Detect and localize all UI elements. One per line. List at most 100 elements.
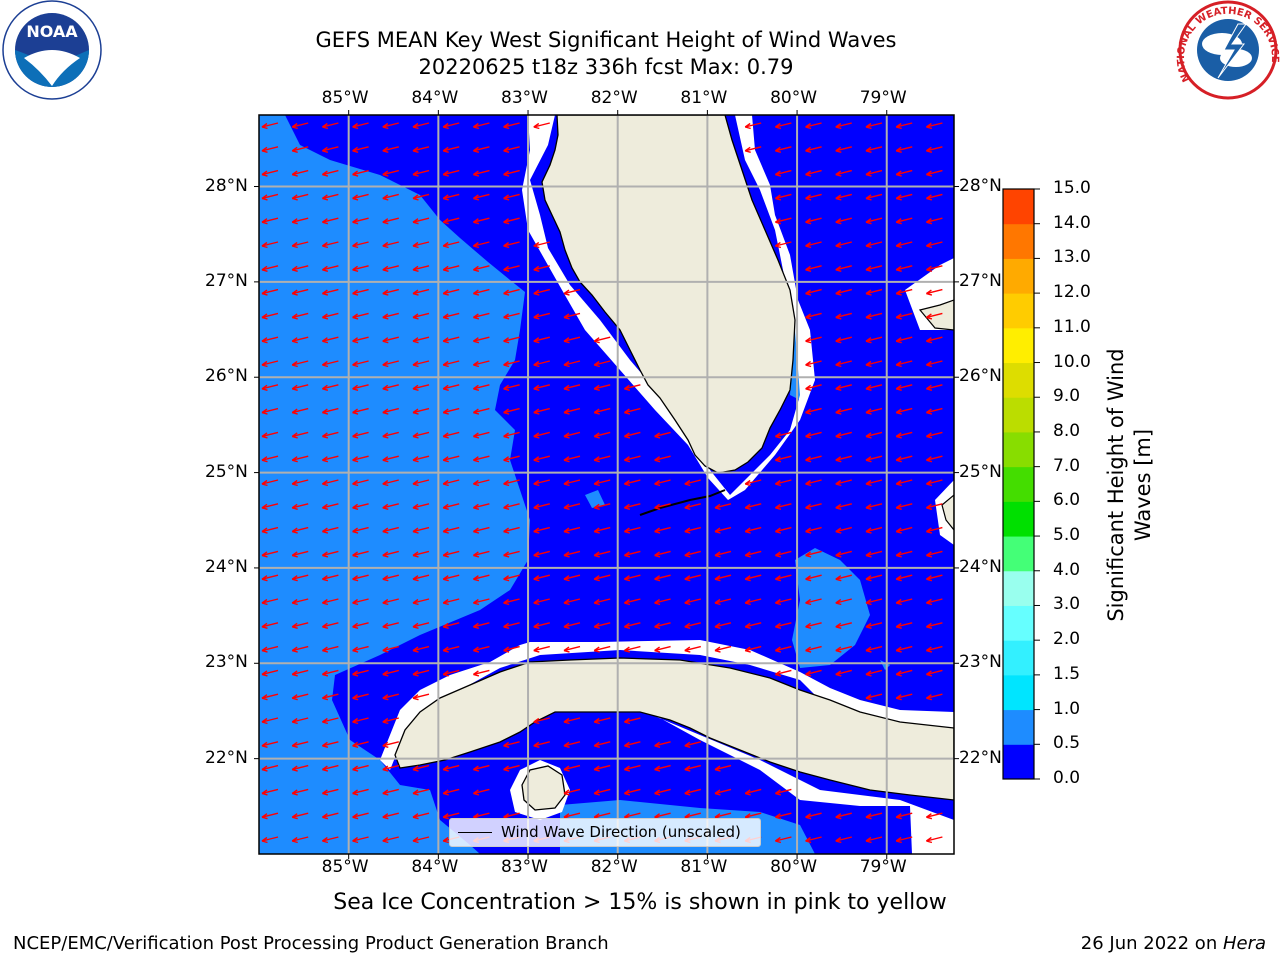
wave-direction-arrow	[321, 669, 339, 677]
wave-direction-arrow	[412, 526, 430, 534]
wave-direction-arrow	[533, 550, 550, 558]
wave-direction-arrow	[503, 407, 520, 415]
wave-direction-arrow	[352, 812, 369, 820]
colorbar-tick-label: 3.0	[1053, 594, 1081, 615]
wave-direction-arrow	[563, 526, 581, 534]
wave-direction-arrow	[382, 574, 399, 582]
colorbar-segment	[1003, 327, 1034, 364]
wave-direction-arrow	[895, 360, 913, 368]
wave-direction-arrow	[744, 550, 762, 558]
wave-direction-arrow	[291, 645, 309, 653]
wave-direction-arrow	[563, 788, 581, 796]
wave-direction-arrow	[533, 265, 550, 272]
wave-direction-arrow	[442, 146, 460, 153]
wave-direction-arrow	[684, 550, 701, 558]
wave-direction-arrow	[895, 503, 913, 510]
colorbar-title-line1: Significant Height of Wind	[1104, 348, 1128, 622]
lon-tick-label-bottom: 83°W	[501, 857, 548, 877]
wave-direction-arrow	[533, 431, 550, 439]
wave-direction-arrow	[291, 241, 309, 249]
lon-tick-label-top: 83°W	[501, 88, 548, 108]
wave-direction-arrow	[352, 622, 369, 629]
colorbar-tick-label: 2.0	[1053, 629, 1081, 650]
wave-direction-arrow	[352, 479, 369, 487]
lon-tick-label-top: 82°W	[590, 88, 638, 108]
wave-direction-arrow	[593, 407, 611, 415]
wave-direction-arrow	[412, 265, 430, 272]
wave-direction-arrow	[352, 288, 369, 296]
wave-direction-arrow	[261, 288, 279, 296]
wave-direction-arrow	[774, 526, 792, 534]
wave-direction-arrow	[805, 169, 822, 177]
lat-tick-label-left: 26°N	[205, 366, 248, 387]
wave-direction-arrow	[442, 669, 460, 677]
colorbar-tick-label: 10.0	[1053, 351, 1091, 372]
wave-direction-arrow	[774, 598, 792, 606]
wave-direction-arrow	[321, 193, 339, 201]
wave-direction-arrow	[472, 146, 490, 153]
wave-direction-arrow	[442, 812, 460, 820]
wave-direction-arrow	[563, 550, 581, 558]
wave-direction-arrow	[382, 479, 399, 487]
wave-direction-arrow	[442, 479, 460, 487]
wave-direction-arrow	[382, 764, 399, 772]
wave-direction-arrow	[563, 574, 581, 582]
wave-direction-arrow	[865, 812, 883, 820]
wave-direction-arrow	[472, 455, 490, 463]
wave-direction-arrow	[261, 360, 279, 368]
wave-direction-arrow	[321, 645, 339, 653]
wave-direction-arrow	[684, 479, 701, 487]
wave-direction-arrow	[503, 336, 520, 344]
wave-direction-arrow	[382, 360, 399, 368]
wave-direction-arrow	[442, 526, 460, 534]
wave-direction-arrow	[623, 455, 641, 463]
colorbar-tick-label: 15.0	[1053, 178, 1091, 198]
nws-logo: NATIONAL WEATHER SERVICE	[1176, 0, 1280, 100]
colorbar-title-line2: Waves [m]	[1131, 428, 1155, 542]
colorbar-segment	[1003, 570, 1034, 606]
lon-tick-label-bottom: 80°W	[770, 857, 818, 877]
wave-direction-arrow	[382, 645, 399, 653]
wave-direction-arrow	[805, 431, 822, 439]
wave-direction-arrow	[261, 526, 279, 534]
lon-tick-label-top: 81°W	[680, 88, 728, 108]
colorbar-tick-label: 7.0	[1053, 455, 1081, 476]
wave-direction-arrow	[774, 550, 792, 558]
wave-direction-arrow	[835, 550, 852, 558]
wave-direction-arrow	[744, 598, 762, 606]
wave-direction-arrow	[352, 788, 369, 796]
wave-direction-arrow	[533, 360, 550, 368]
wind-wave-direction-arrows	[261, 122, 943, 844]
wave-direction-arrow	[623, 479, 641, 487]
wave-direction-arrow	[925, 669, 943, 677]
wave-direction-arrow	[865, 241, 883, 249]
wave-direction-arrow	[774, 574, 792, 582]
wave-direction-arrow	[925, 288, 943, 296]
wave-direction-arrow	[623, 384, 641, 391]
wave-direction-arrow	[442, 241, 460, 249]
colorbar-segment	[1003, 223, 1034, 259]
wave-direction-arrow	[744, 526, 762, 534]
wave-direction-arrow	[805, 455, 822, 463]
wave-direction-arrow	[533, 622, 550, 629]
wave-direction-arrow	[865, 479, 883, 487]
wave-direction-arrow	[593, 384, 611, 391]
land-bahamas	[918, 299, 954, 531]
wave-direction-arrow	[865, 312, 883, 320]
legend-label: Wind Wave Direction (unscaled)	[501, 823, 741, 841]
wave-direction-arrow	[835, 384, 852, 391]
wave-direction-arrow	[925, 146, 943, 153]
wave-direction-arrow	[714, 622, 732, 629]
wave-direction-arrow	[533, 574, 550, 582]
wave-direction-arrow	[805, 550, 822, 558]
wave-direction-arrow	[382, 122, 399, 130]
wave-direction-arrow	[805, 503, 822, 510]
wave-direction-arrow	[865, 598, 883, 606]
wave-direction-arrow	[321, 812, 339, 820]
wave-direction-arrow	[805, 146, 822, 153]
map-frame	[258, 114, 955, 855]
wave-direction-arrow	[412, 812, 430, 820]
wave-direction-arrow	[442, 122, 460, 130]
wave-direction-arrow	[533, 503, 550, 510]
wave-direction-arrow	[382, 788, 399, 796]
